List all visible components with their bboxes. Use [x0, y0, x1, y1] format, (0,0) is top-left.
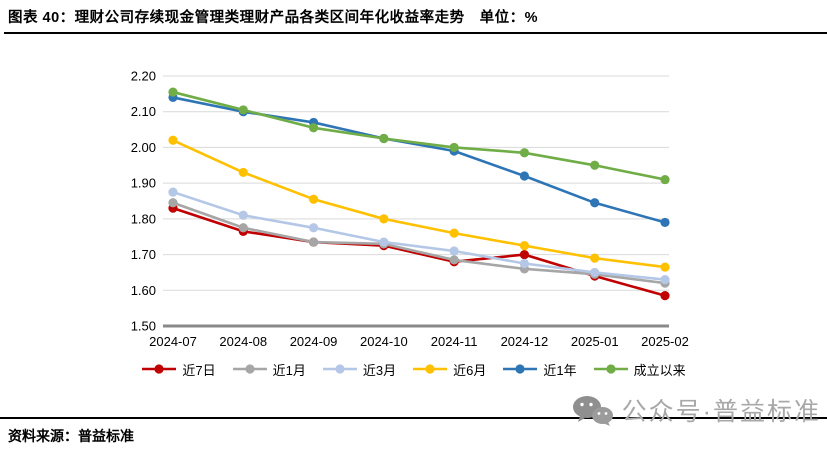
y-tick-label: 1.80 — [131, 211, 156, 226]
series-marker-近3月 — [660, 274, 670, 285]
source-note: 资料来源：普益标准 — [8, 428, 134, 444]
series-line-近1月 — [172, 201, 666, 285]
series-line-近6月 — [172, 139, 666, 269]
series-marker-成立以来 — [308, 123, 319, 133]
chart-title: 图表 40：理财公司存续现金管理类理财产品各类区间年化收益率走势 单位：% — [8, 10, 539, 26]
series-marker-近3月 — [519, 258, 530, 269]
legend-label: 近7日 — [182, 362, 216, 378]
series-marker-近1月 — [449, 255, 459, 265]
series-marker-近1年 — [519, 171, 530, 181]
y-tick-label: 1.70 — [131, 247, 156, 262]
series-marker-近1月 — [168, 198, 178, 208]
series-marker-近1月 — [238, 223, 248, 233]
series-marker-成立以来 — [379, 133, 389, 144]
series-marker-近6月 — [519, 241, 530, 251]
series-marker-成立以来 — [168, 87, 178, 97]
legend-label: 近3月 — [362, 362, 397, 378]
series-marker-成立以来 — [449, 142, 459, 153]
legend-label: 近6月 — [453, 362, 487, 378]
legend-item-近1月: 近1月 — [232, 360, 306, 379]
series-marker-成立以来 — [660, 174, 670, 185]
legend-label: 近1年 — [543, 362, 577, 378]
wechat-icon — [572, 395, 613, 426]
legend-marker-icon — [322, 364, 357, 374]
y-tick-label: 1.90 — [131, 176, 156, 191]
x-tick-label: 2025-01 — [571, 334, 619, 349]
chart-legend: 近7日 近1月 近3月 近6月 近1年 成立以来 — [0, 358, 827, 380]
series-marker-近1月 — [308, 237, 319, 247]
legend-marker-icon — [232, 364, 267, 374]
x-tick-label: 2024-08 — [219, 334, 267, 349]
x-tick-label: 2024-07 — [149, 334, 197, 349]
legend-item-近7日: 近7日 — [141, 360, 216, 379]
series-marker-近3月 — [449, 246, 459, 256]
legend-label: 成立以来 — [633, 362, 686, 378]
legend-marker-icon — [503, 364, 538, 374]
legend-item-近3月: 近3月 — [322, 360, 396, 379]
legend-item-近1年: 近1年 — [502, 360, 577, 379]
legend-marker-icon — [413, 364, 448, 374]
series-marker-近3月 — [379, 237, 389, 247]
series-line-成立以来 — [172, 90, 666, 181]
y-tick-label: 1.60 — [131, 283, 156, 298]
series-line-近3月 — [172, 190, 666, 281]
series-marker-近6月 — [449, 228, 459, 238]
series-marker-近1年 — [660, 217, 670, 228]
legend-marker-icon — [593, 364, 628, 374]
bottom-divider — [0, 417, 827, 419]
series-marker-近6月 — [660, 262, 670, 272]
x-tick-label: 2024-10 — [360, 334, 408, 349]
x-tick-label: 2024-12 — [501, 334, 549, 349]
series-marker-近1年 — [590, 198, 600, 208]
series-marker-近6月 — [308, 194, 319, 204]
series-marker-成立以来 — [590, 160, 600, 170]
watermark-text: 公众号·普益标准 — [621, 398, 821, 426]
series-marker-近7日 — [660, 291, 670, 301]
watermark: 公众号·普益标准 — [572, 392, 821, 428]
legend-item-成立以来: 成立以来 — [593, 360, 686, 379]
legend-label: 近1月 — [272, 362, 306, 378]
y-tick-label: 2.20 — [131, 69, 156, 84]
series-marker-近6月 — [238, 167, 248, 178]
series-marker-近7日 — [519, 249, 530, 260]
series-marker-近6月 — [168, 135, 178, 145]
y-tick-label: 1.50 — [131, 319, 156, 334]
x-tick-label: 2024-11 — [431, 334, 478, 349]
series-marker-近6月 — [379, 214, 389, 224]
series-marker-成立以来 — [519, 148, 530, 158]
title-divider — [4, 32, 827, 34]
series-marker-近3月 — [308, 223, 319, 233]
series-marker-近3月 — [238, 210, 248, 220]
y-tick-label: 2.10 — [131, 104, 156, 119]
x-tick-label: 2024-09 — [290, 334, 338, 349]
series-marker-近3月 — [168, 187, 178, 197]
legend-marker-icon — [142, 364, 177, 374]
series-marker-近3月 — [590, 267, 600, 278]
x-tick-label: 2025-02 — [641, 334, 689, 349]
series-marker-近6月 — [590, 253, 600, 263]
legend-item-近6月: 近6月 — [412, 360, 486, 379]
y-tick-label: 2.00 — [131, 140, 156, 155]
series-marker-成立以来 — [238, 105, 248, 115]
